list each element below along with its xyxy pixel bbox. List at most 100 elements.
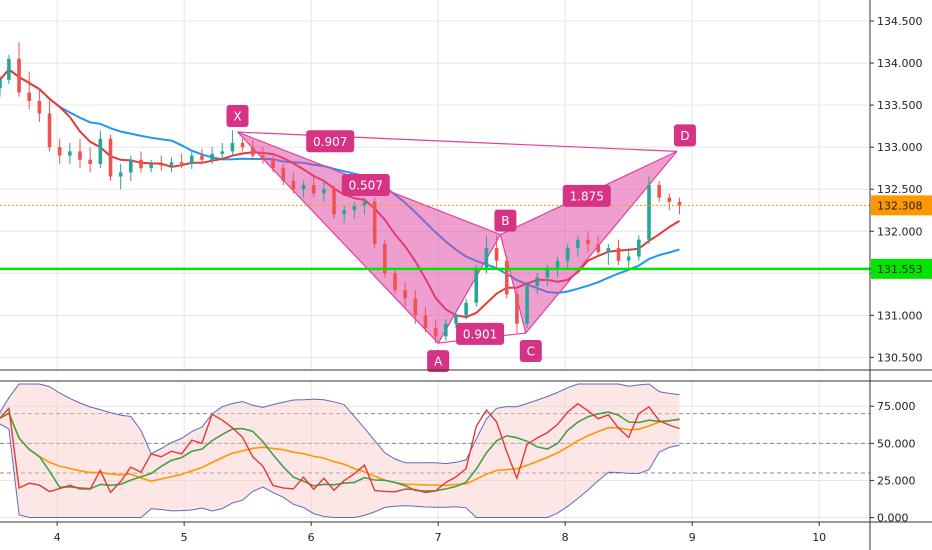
candle-body: [576, 239, 580, 249]
candle-body: [78, 151, 82, 160]
ratio-box: [306, 130, 355, 153]
candle-body: [616, 248, 621, 261]
osc-band-fill: [0, 384, 680, 518]
candle-body: [17, 58, 21, 93]
osc-upper-band: [0, 383, 680, 465]
pattern-point-d: D: [673, 124, 696, 147]
candle-body: [118, 172, 123, 177]
candle-body: [565, 248, 570, 261]
pattern-point-label: X: [233, 110, 241, 124]
x-tick-label: 7: [435, 531, 442, 544]
oscillator-panel: [0, 383, 870, 518]
candle-body: [322, 189, 326, 194]
candle-body: [301, 185, 306, 190]
candle-body: [169, 162, 174, 166]
candle-body: [443, 323, 448, 337]
candle-body: [383, 243, 387, 274]
candle-body: [189, 155, 194, 164]
pattern-point-box: [494, 209, 517, 232]
ratio-label: 0.901: [456, 322, 505, 345]
price-badge-label: 132.308: [877, 199, 923, 212]
osc-lower-band: [0, 423, 680, 518]
osc-signal-line: [0, 411, 680, 492]
candle-body: [504, 260, 509, 295]
ratio-label: 0.907: [306, 130, 355, 153]
candle-body: [535, 277, 540, 286]
price-tick-label: 134.000: [877, 57, 923, 70]
price-panel: X A B C D 0.507 0.901 1.875 0.907: [0, 42, 932, 373]
pattern-point-box: [226, 105, 249, 128]
candle-body: [240, 142, 245, 148]
osc-tick-label: 0.000: [877, 512, 909, 525]
pattern-triangle-xab: [237, 131, 502, 345]
candle-body: [149, 163, 153, 169]
candle-body: [555, 260, 560, 270]
price-tick-label: 132.500: [877, 183, 923, 196]
ratio-label: 1.875: [562, 184, 611, 207]
candle-body: [108, 138, 113, 177]
pattern-point-box: [519, 340, 542, 362]
candle-body: [657, 185, 661, 198]
candle-body: [210, 153, 214, 160]
candle-body: [37, 100, 42, 114]
candle-body: [179, 162, 184, 164]
candle-body: [57, 147, 62, 156]
osc-main-line: [0, 402, 680, 494]
price-tick-label: 134.500: [877, 15, 923, 28]
candle-body: [423, 315, 428, 328]
candle-body: [464, 302, 468, 316]
candle-body: [474, 269, 479, 303]
candle-body: [0, 79, 2, 89]
x-tick-label: 8: [562, 531, 569, 544]
candle-body: [454, 315, 458, 324]
candle-body: [230, 142, 235, 152]
candle-body: [261, 155, 265, 160]
candle-body: [515, 294, 519, 324]
candle-body: [393, 273, 397, 291]
pattern-point-a: A: [427, 350, 450, 373]
candle-body: [291, 180, 296, 190]
pattern-line-xd: [237, 131, 677, 152]
ratio-label: 0.507: [341, 174, 390, 196]
osc-tick-label: 25.000: [877, 474, 916, 487]
pattern-point-box: [427, 350, 450, 373]
candle-body: [129, 159, 133, 173]
candle-body: [220, 151, 225, 154]
pattern-point-x: X: [226, 105, 249, 128]
osc-mid-line: [0, 412, 680, 487]
price-badge: [871, 195, 932, 216]
x-tick-label: 10: [812, 531, 826, 544]
candle-body: [586, 239, 590, 244]
ratio-box: [341, 174, 390, 196]
osc-tick-label: 75.000: [877, 400, 916, 413]
ratio-value: 0.507: [349, 179, 383, 193]
candle-body: [342, 210, 346, 215]
candle-body: [626, 256, 631, 261]
candle-body: [68, 151, 72, 156]
osc-tick-label: 50.000: [877, 437, 916, 450]
candle-body: [647, 185, 651, 240]
candle-body: [88, 159, 92, 164]
ratio-value: 0.901: [463, 327, 497, 341]
ratio-box: [456, 322, 505, 345]
candle-body: [677, 201, 682, 206]
price-tick-label: 132.000: [877, 225, 923, 238]
ratio-box: [562, 184, 611, 207]
candle-body: [159, 163, 164, 166]
pattern-point-label: A: [434, 355, 443, 369]
candle-body: [250, 147, 255, 156]
candle-body: [7, 58, 11, 80]
x-tick-label: 6: [308, 531, 315, 544]
price-tick-label: 133.000: [877, 141, 923, 154]
candle-body: [47, 113, 52, 148]
candle-body: [525, 285, 529, 324]
pattern-point-b: B: [494, 209, 517, 232]
pattern-point-label: B: [501, 214, 509, 228]
price-tick-label: 133.500: [877, 99, 923, 112]
candle-body: [403, 290, 407, 299]
ratio-value: 1.875: [570, 189, 604, 203]
candle-body: [484, 248, 489, 270]
pattern-point-c: C: [519, 340, 542, 362]
